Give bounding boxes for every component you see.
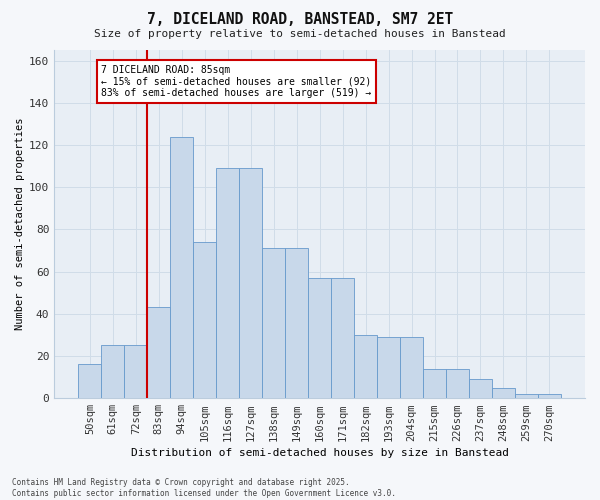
X-axis label: Distribution of semi-detached houses by size in Banstead: Distribution of semi-detached houses by … <box>131 448 509 458</box>
Bar <box>538 394 561 398</box>
Bar <box>377 337 400 398</box>
Bar <box>354 335 377 398</box>
Bar <box>79 364 101 398</box>
Bar <box>469 379 492 398</box>
Text: 7, DICELAND ROAD, BANSTEAD, SM7 2ET: 7, DICELAND ROAD, BANSTEAD, SM7 2ET <box>147 12 453 28</box>
Text: 7 DICELAND ROAD: 85sqm
← 15% of semi-detached houses are smaller (92)
83% of sem: 7 DICELAND ROAD: 85sqm ← 15% of semi-det… <box>101 65 371 98</box>
Bar <box>216 168 239 398</box>
Bar <box>400 337 423 398</box>
Bar <box>170 136 193 398</box>
Bar <box>101 346 124 398</box>
Bar <box>124 346 148 398</box>
Bar <box>446 368 469 398</box>
Bar <box>193 242 216 398</box>
Bar <box>262 248 285 398</box>
Bar <box>331 278 354 398</box>
Text: Contains HM Land Registry data © Crown copyright and database right 2025.
Contai: Contains HM Land Registry data © Crown c… <box>12 478 396 498</box>
Bar <box>239 168 262 398</box>
Bar <box>492 388 515 398</box>
Bar <box>515 394 538 398</box>
Bar <box>148 308 170 398</box>
Bar <box>285 248 308 398</box>
Bar <box>308 278 331 398</box>
Bar <box>423 368 446 398</box>
Y-axis label: Number of semi-detached properties: Number of semi-detached properties <box>15 118 25 330</box>
Text: Size of property relative to semi-detached houses in Banstead: Size of property relative to semi-detach… <box>94 29 506 39</box>
